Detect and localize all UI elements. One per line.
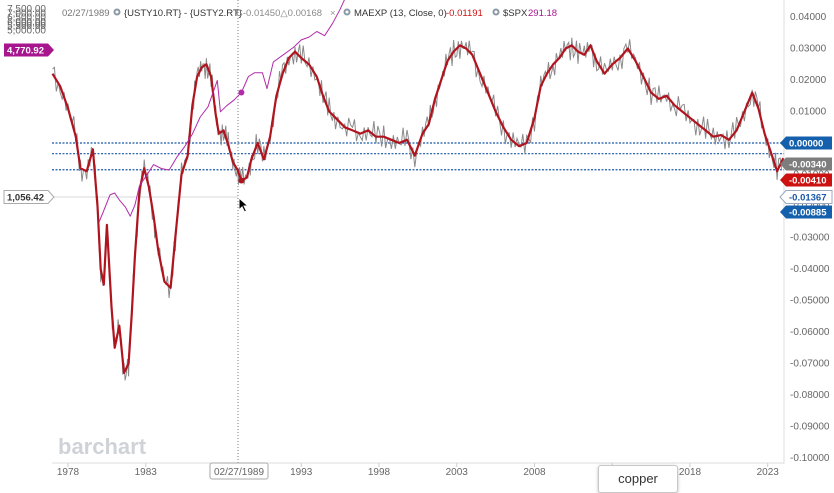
left-badge-spx-text: 4,770.92 [7,46,44,57]
right-tick-label: -0.06000 [790,327,830,338]
crosshair-point-spx [238,89,245,96]
crosshair-markers [238,89,245,184]
crosshair-date-box [209,462,269,480]
x-tick-label: 1998 [368,467,391,478]
mouse-pointer-icon [238,197,250,213]
x-tick-label: 2003 [446,467,469,478]
right-tick-label: -0.08000 [790,390,830,401]
right-tick-label: -0.03000 [790,233,830,244]
right-badge-shape [780,173,832,187]
horizontal-lines [52,142,784,171]
legend-date: 02/27/1989 [62,8,110,19]
right-tick-label: 0.02000 [790,75,827,86]
right-tick-label: 0.03000 [790,44,827,55]
close-icon[interactable]: × [330,8,336,19]
series-layer [51,0,785,381]
chart-legend: 02/27/1989 {USTY10.RT} - {USTY2.RT} C-0.… [62,8,557,19]
axis-badges: 0.00000 -0.00340 -0.00410 -0.01367 -0.00885 4… [3,43,833,219]
right-badge-text: 0.00000 [789,139,823,150]
crosshair-date-label: 02/27/1989 [209,462,269,480]
x-tick-label: 1993 [290,467,313,478]
right-badge-shape [780,157,832,171]
right-tick-label: -0.10000 [790,453,830,464]
left-badge-crosshair-text: 1,056.42 [7,193,44,204]
right-badge-shape [780,205,832,219]
x-tick-label: 2008 [523,467,546,478]
left-axis-ticks: 7,500.007,000.006,500.006,000.005,500.00… [7,4,46,37]
legend-ma-value: -0.01191 [446,8,483,19]
left-tick-label: 7,500.00 [7,4,46,15]
hover-tooltip: copper [598,465,678,493]
right-tick-label: -0.09000 [790,422,830,433]
left-tick-label: 5,000.00 [7,26,46,37]
right-badge-shape [780,136,832,150]
series-line-spx [98,0,345,223]
barchart-watermark: barchart [58,434,147,459]
left-tick-label: 6,500.00 [7,13,46,24]
legend-ma-label: MAEXP (13, Close, 0) [354,8,447,19]
eye-icon-pupil [494,10,498,14]
left-tick-label: 500.00 [15,19,46,30]
right-tick-label: -0.05000 [790,296,830,307]
x-tick-label: 1983 [135,467,158,478]
x-tick-label: 1978 [57,467,80,478]
x-tick-label: 2018 [679,467,702,478]
right-tick-label: 0.01000 [790,107,827,118]
right-axis-ticks: 0.04000 0.03000 0.02000 0.01000 0.00000 -0.01… [790,12,830,464]
eye-icon-pupil [345,10,349,14]
eye-icon-pupil [115,10,119,14]
right-tick-label: 0.04000 [790,12,827,23]
x-tick-label: 2023 [757,467,780,478]
legend-spx-label: $SPX [503,8,528,19]
left-badge-crosshair-shape [3,190,55,204]
legend-spread-value: C-0.01450△0.00168 [236,8,322,19]
left-tick-label: 7,000.00 [7,8,46,19]
crosshair-point-maexp [238,177,245,184]
right-tick-label: -0.04000 [790,264,830,275]
legend-spx-value: 291.18 [528,8,557,19]
left-tick-label: 6,000.00 [7,17,46,28]
right-badge-text: -0.00410 [789,176,827,187]
crosshair-date-text: 02/27/1989 [214,467,264,478]
right-tick-label: -0.07000 [790,359,830,370]
right-badge-text: -0.00885 [789,208,827,219]
series-line-maexp [51,44,785,374]
left-tick-label: 5,500.00 [7,21,46,32]
right-badge-text: -0.01367 [789,193,827,204]
legend-spread-label: {USTY10.RT} - {USTY2.RT} [124,8,242,19]
left-badge-spx-shape [4,43,54,57]
right-badge-text: -0.00340 [789,160,827,171]
right-badge-shape [779,190,833,204]
